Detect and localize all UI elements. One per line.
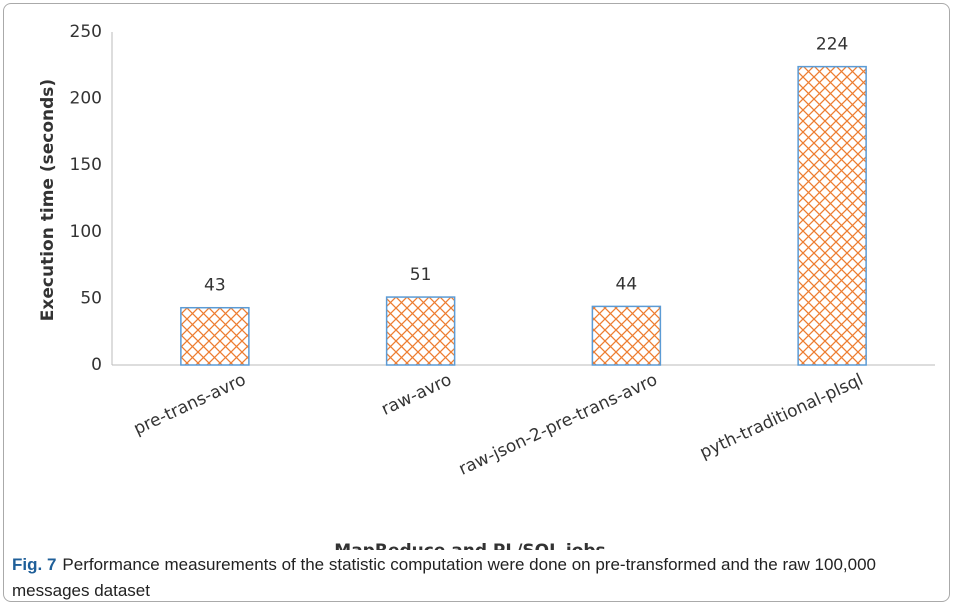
chart: Execution time (seconds) MapReduce and P… (38, 22, 935, 550)
figure-frame (3, 3, 950, 602)
value-label: 43 (204, 276, 226, 296)
value-label: 224 (816, 35, 848, 55)
y-tick-label: 50 (80, 288, 102, 308)
value-label: 51 (410, 265, 432, 285)
y-tick-label: 100 (70, 222, 102, 242)
bar (180, 306, 250, 366)
bar (591, 305, 662, 366)
x-tick-label: pyth-traditional-plsql (697, 370, 867, 463)
bar (797, 65, 867, 366)
y-tick-label: 150 (70, 155, 102, 175)
bar (385, 296, 456, 366)
caption: Fig. 7 Performance measurements of the st… (12, 552, 947, 604)
y-tick-label: 250 (70, 22, 102, 42)
caption-label: Fig. 7 (12, 555, 57, 574)
y-tick-label: 0 (91, 355, 102, 375)
value-label: 44 (616, 274, 638, 294)
y-tick-label: 200 (70, 89, 102, 109)
x-axis-title: MapReduce and PL/SQL jobs (334, 541, 605, 550)
x-tick-label: raw-json-2-pre-trans-avro (456, 370, 661, 480)
x-tick-label: raw-avro (378, 370, 454, 420)
caption-text: Performance measurements of the statisti… (12, 555, 877, 600)
y-axis-title: Execution time (seconds) (38, 79, 58, 321)
x-tick-label: pre-trans-avro (131, 370, 249, 439)
